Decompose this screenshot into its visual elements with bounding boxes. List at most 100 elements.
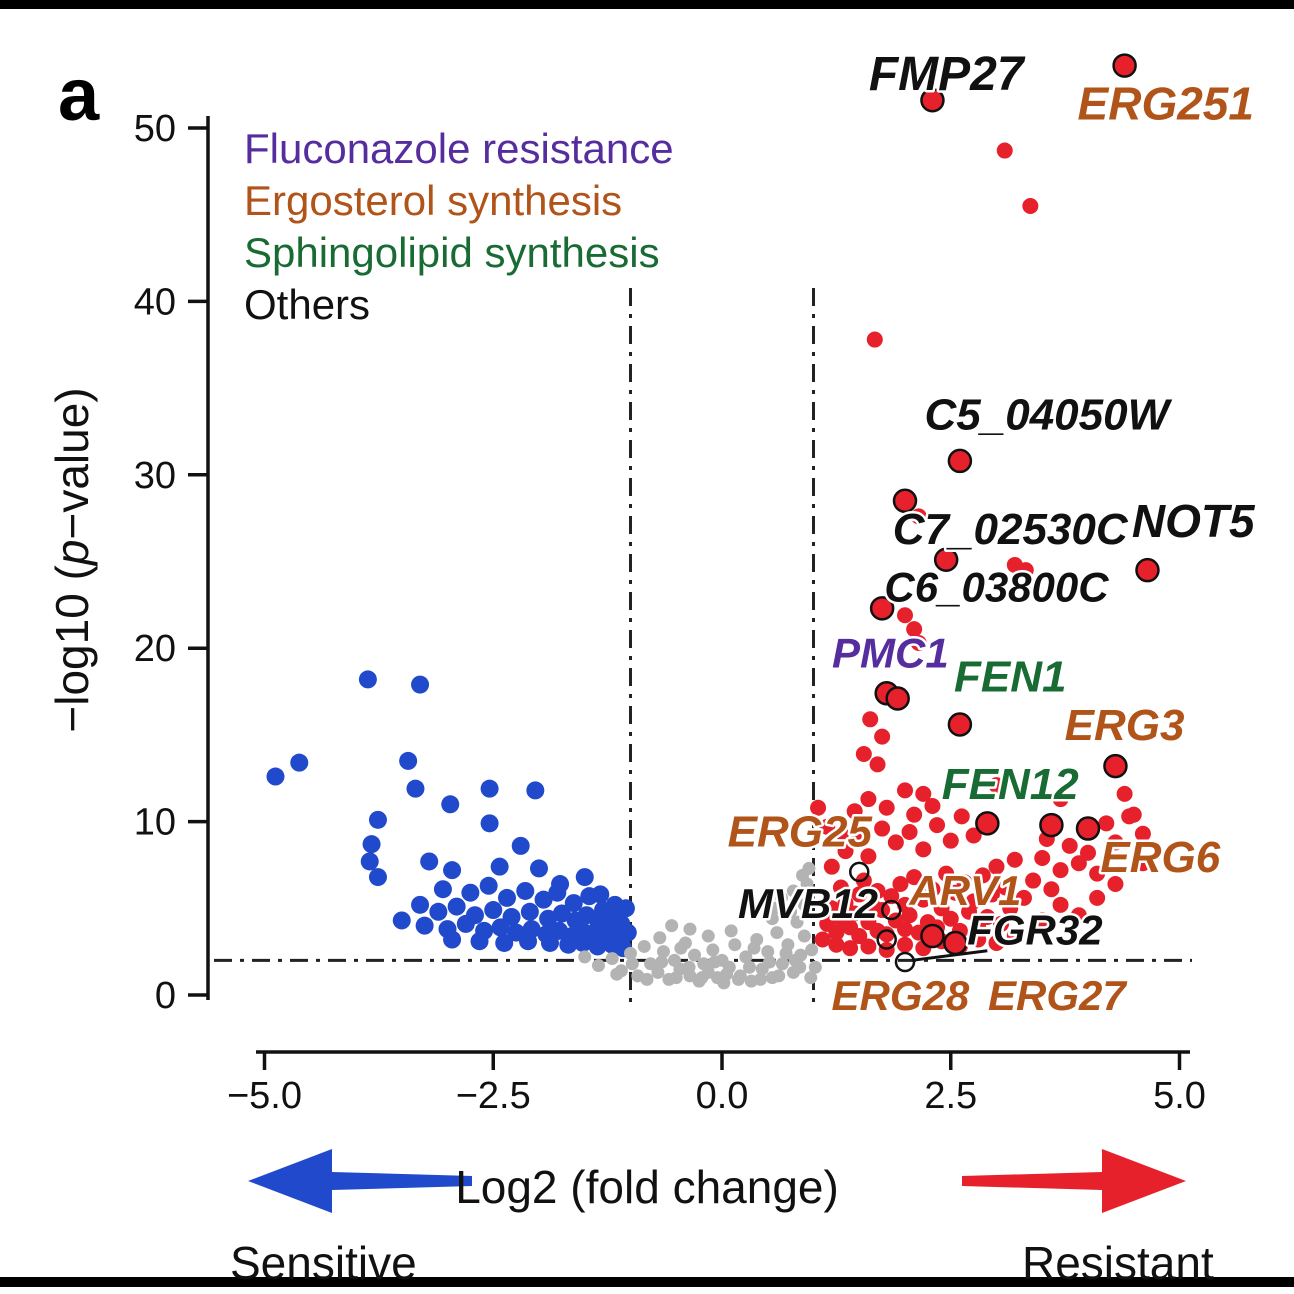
data-point-sensitive	[490, 857, 509, 876]
data-point-non-significant	[578, 950, 592, 964]
data-point-resistant	[953, 808, 970, 825]
data-point-sensitive	[406, 779, 425, 798]
data-point-resistant	[915, 785, 932, 802]
data-point-resistant	[832, 825, 849, 842]
data-point-non-significant	[674, 941, 688, 955]
data-point-resistant	[1006, 851, 1023, 868]
data-point-resistant	[1107, 876, 1124, 893]
data-point-resistant	[1134, 825, 1151, 842]
data-point-resistant	[897, 936, 913, 953]
data-point-resistant	[823, 858, 840, 875]
data-point-non-significant	[591, 959, 605, 973]
data-point-resistant	[1034, 850, 1051, 867]
data-point-resistant	[1089, 865, 1106, 882]
data-point-resistant	[910, 634, 927, 651]
data-point-non-significant	[797, 898, 811, 912]
data-point-resistant	[887, 834, 904, 851]
data-point-resistant	[874, 820, 891, 837]
resistant-arrow	[962, 1149, 1186, 1213]
data-point-sensitive	[573, 933, 592, 952]
gene-label-ERG3: ERG3	[1065, 701, 1185, 750]
data-point-sensitive	[516, 881, 535, 900]
data-point-sensitive	[564, 894, 583, 913]
data-point-resistant-highlighted	[947, 448, 973, 474]
data-point-open-circles	[849, 861, 870, 883]
data-point-sensitive	[411, 675, 430, 694]
data-point-resistant	[942, 832, 959, 849]
data-point-resistant	[883, 888, 900, 905]
data-point-resistant	[869, 882, 886, 899]
data-point-resistant-highlighted	[1103, 753, 1128, 779]
data-point-sensitive	[399, 751, 418, 770]
data-point-non-significant	[683, 922, 697, 936]
data-point-resistant	[901, 907, 918, 924]
data-point-resistant	[1098, 815, 1115, 832]
gene-label-FGR32: FGR32	[967, 907, 1102, 954]
resistant-label: Resistant	[1022, 1237, 1214, 1289]
data-point-resistant-highlighted	[920, 88, 945, 113]
gene-label-C6_03800C: C6_03800C	[884, 563, 1109, 610]
gene-label-FEN12: FEN12	[942, 760, 1079, 809]
data-point-sensitive	[443, 861, 462, 880]
data-point-sensitive	[548, 883, 567, 902]
data-point-resistant	[897, 921, 913, 938]
data-point-sensitive	[470, 932, 489, 951]
data-point-resistant	[901, 824, 918, 841]
data-point-resistant-highlighted	[869, 596, 895, 621]
data-point-resistant	[970, 931, 987, 948]
gene-label-ERG6: ERG6	[1100, 833, 1220, 882]
data-point-resistant	[906, 806, 923, 823]
data-point-sensitive	[362, 835, 381, 854]
data-point-non-significant	[765, 912, 779, 926]
data-point-resistant	[910, 508, 927, 525]
data-point-non-significant	[708, 955, 722, 969]
y-tick-label: 0	[155, 975, 176, 1017]
label-connector-line	[912, 949, 988, 962]
data-point-resistant	[837, 843, 854, 860]
data-point-resistant	[846, 803, 863, 820]
data-point-resistant	[947, 884, 964, 901]
y-tick-label: 40	[134, 281, 176, 323]
data-point-sensitive	[447, 897, 466, 916]
data-point-resistant	[965, 893, 982, 910]
data-point-sensitive	[368, 868, 387, 887]
data-point-non-significant	[786, 884, 800, 898]
data-point-resistant	[1061, 837, 1078, 854]
data-point-non-significant	[665, 919, 679, 933]
data-point-resistant	[851, 886, 868, 903]
data-point-resistant	[1043, 881, 1060, 898]
data-point-resistant	[938, 865, 955, 882]
data-point-resistant	[974, 867, 991, 884]
gene-label-PMC1: PMC1	[832, 629, 949, 676]
data-point-non-significant	[788, 953, 802, 967]
data-point-non-significant	[724, 924, 738, 938]
data-point-sensitive	[526, 781, 545, 800]
data-point-resistant	[915, 891, 932, 908]
data-point-sensitive	[511, 836, 530, 855]
data-point-sensitive	[480, 779, 499, 798]
data-point-non-significant	[742, 960, 756, 974]
data-point-sensitive	[461, 883, 480, 902]
gene-label-C7_02530C: C7_02530C	[893, 505, 1129, 554]
data-point-resistant	[866, 331, 883, 348]
data-point-resistant	[996, 142, 1013, 159]
gene-label-ERG25: ERG25	[728, 808, 873, 857]
y-tick-label: 10	[134, 802, 176, 844]
gene-label-NOT5: NOT5	[1132, 495, 1256, 547]
data-point-sensitive	[358, 670, 377, 689]
y-axis-label: −log10 (p−value)	[46, 387, 98, 732]
data-point-resistant	[997, 879, 1014, 896]
data-point-resistant	[810, 799, 827, 816]
data-point-sensitive	[495, 933, 514, 952]
data-point-open-circles	[881, 899, 902, 921]
legend-item: Others	[244, 281, 370, 328]
data-point-resistant-highlighted	[933, 547, 959, 573]
data-point-non-significant	[688, 948, 702, 962]
data-point-sensitive	[618, 923, 637, 942]
data-point-non-significant	[763, 955, 777, 969]
y-tick-label: 50	[134, 108, 176, 150]
x-tick-label: −5.0	[227, 1075, 302, 1117]
data-point-resistant	[823, 900, 840, 917]
data-point-resistant	[828, 924, 845, 941]
data-point-resistant	[993, 915, 1010, 932]
